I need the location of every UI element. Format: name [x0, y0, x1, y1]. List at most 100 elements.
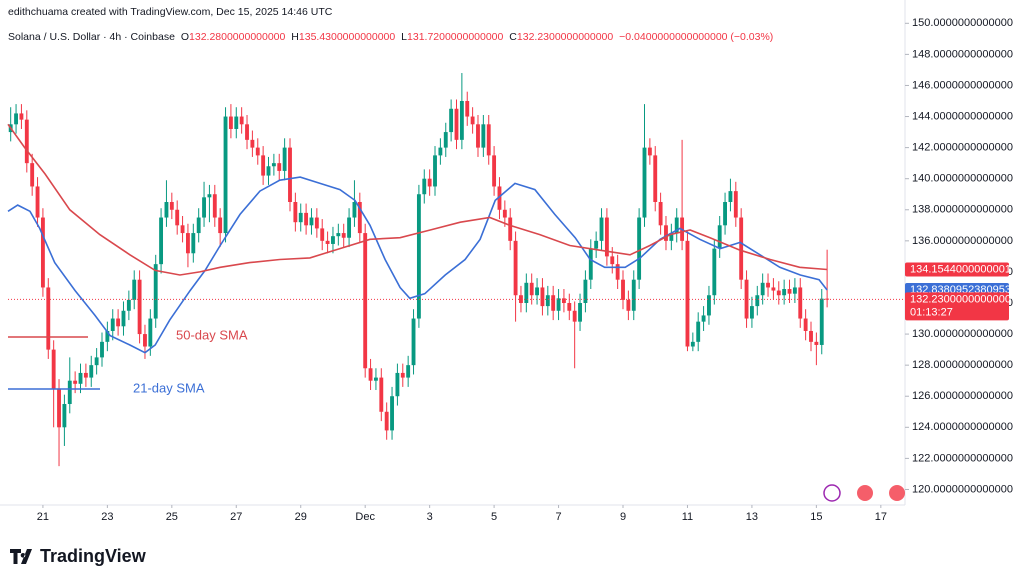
- candle-body: [207, 194, 212, 198]
- x-tick-label: 15: [810, 511, 822, 523]
- candle-body: [610, 256, 615, 265]
- candle-body: [621, 279, 625, 300]
- ohlc-value: 131.7200000000000: [407, 31, 504, 43]
- candle-body: [599, 217, 604, 241]
- y-tick-label: 142.0000000000000: [912, 142, 1013, 154]
- candle-body: [164, 202, 169, 218]
- y-tick-label: 144.0000000000000: [912, 110, 1013, 122]
- candle-body: [384, 411, 389, 431]
- candle-body: [776, 290, 781, 296]
- candle-body: [664, 225, 668, 241]
- candle-body: [352, 202, 357, 218]
- ohlc-label: O: [181, 31, 189, 43]
- candle-body: [320, 228, 325, 241]
- candle-body: [89, 365, 94, 378]
- candle-body: [143, 334, 147, 347]
- candle-body: [454, 108, 459, 140]
- candle-body: [669, 233, 674, 241]
- candle-body: [282, 147, 287, 171]
- candle-body: [416, 194, 421, 319]
- candle-body: [14, 113, 18, 125]
- candle-body: [728, 191, 733, 202]
- x-tick-label: 3: [427, 511, 433, 523]
- candle-body: [121, 310, 126, 327]
- candle-body: [180, 225, 185, 234]
- candle-body: [331, 236, 335, 244]
- candle-body: [100, 341, 104, 358]
- candle-body: [556, 298, 561, 311]
- candle-body: [67, 380, 72, 404]
- candle-body: [62, 404, 67, 428]
- candle-body: [132, 279, 137, 300]
- candle-body: [567, 303, 572, 311]
- candle-body: [733, 191, 738, 218]
- y-tick-label: 136.0000000000000: [912, 235, 1013, 247]
- candle-body: [212, 194, 217, 218]
- candle-body: [347, 217, 352, 238]
- x-tick-label: 25: [166, 511, 178, 523]
- candle-body: [255, 147, 260, 156]
- candle-body: [218, 217, 223, 234]
- price-badge-label: 132.2300000000000: [910, 293, 1011, 305]
- candle-body: [105, 330, 110, 342]
- price-badge: [905, 262, 1009, 277]
- candle-body: [674, 217, 679, 234]
- candle-body: [803, 318, 808, 331]
- candle-body: [524, 282, 529, 303]
- candle-body: [572, 310, 577, 322]
- candle-body: [186, 233, 190, 254]
- candle-body: [202, 197, 206, 218]
- candle-body: [357, 202, 362, 234]
- y-tick-label: 150.0000000000000: [912, 17, 1013, 29]
- ohlc-value: 132.2800000000000: [189, 31, 286, 43]
- candle-body: [814, 341, 819, 345]
- attribution: edithchuama created with TradingView.com…: [8, 6, 333, 18]
- candle-body: [40, 217, 45, 288]
- ohlc-label: L: [401, 31, 407, 43]
- candle-body: [261, 155, 266, 176]
- candle-body: [51, 349, 56, 389]
- candle-body: [438, 147, 443, 156]
- candle-body: [798, 287, 803, 319]
- candle-body: [427, 178, 432, 187]
- candle-body: [486, 124, 491, 156]
- candle-body: [696, 321, 701, 342]
- candle-body: [314, 217, 319, 229]
- candle-body: [588, 248, 593, 280]
- x-tick-label: 7: [555, 511, 561, 523]
- legend-label: 50-day SMA: [176, 327, 248, 342]
- candle-body: [239, 116, 244, 125]
- x-tick-label: 9: [620, 511, 626, 523]
- y-tick-label: 124.0000000000000: [912, 421, 1013, 433]
- candle-body: [626, 299, 631, 311]
- candle-body: [476, 124, 480, 148]
- candle-body: [497, 186, 502, 210]
- brand-name: TradingView: [40, 546, 147, 566]
- symbol-legend: Solana / U.S. Dollar · 4h · Coinbase O13…: [8, 31, 773, 43]
- candle-body: [94, 357, 99, 366]
- candle-body: [46, 287, 51, 350]
- candle-body: [535, 287, 540, 296]
- candle-body: [502, 209, 507, 218]
- candle-body: [766, 282, 770, 288]
- candle-body: [717, 225, 722, 249]
- x-tick-label: 23: [101, 511, 113, 523]
- candle-body: [470, 116, 475, 125]
- candle-body: [787, 289, 792, 294]
- candle-body: [712, 248, 717, 296]
- candle-body: [83, 372, 88, 378]
- candle-body: [379, 377, 384, 412]
- candle-body: [363, 233, 368, 369]
- candle-body: [159, 217, 164, 265]
- candle-body: [819, 298, 824, 345]
- candle-body: [465, 101, 470, 117]
- candle-body: [30, 163, 35, 187]
- candle-body: [637, 217, 642, 280]
- candle-body: [578, 303, 582, 322]
- candle-body: [583, 279, 588, 303]
- price-badge: [905, 292, 1009, 321]
- x-tick-label: Dec: [355, 511, 375, 523]
- legend-label: 21-day SMA: [133, 380, 205, 395]
- candle-body: [325, 240, 330, 244]
